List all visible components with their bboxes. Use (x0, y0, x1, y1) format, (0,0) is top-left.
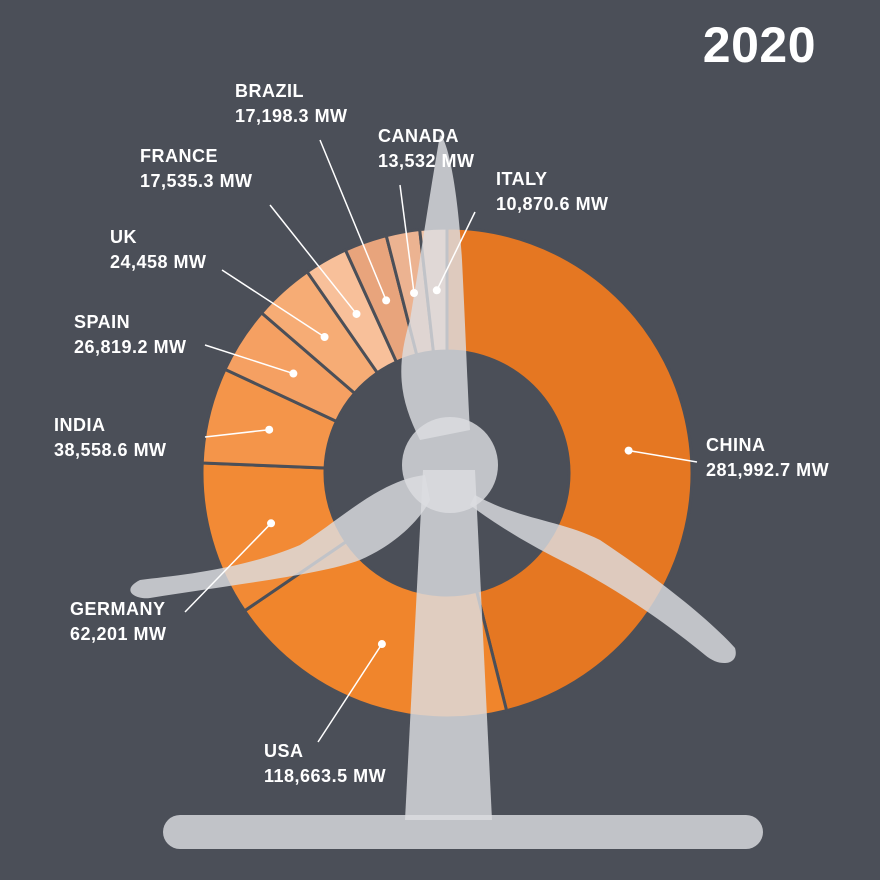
category-label: USA (264, 741, 304, 761)
value-label: 13,532 MW (378, 151, 475, 171)
category-label: CHINA (706, 435, 766, 455)
leader-dot (320, 332, 329, 341)
category-label: FRANCE (140, 146, 218, 166)
labels: CHINA 281,992.7 MW USA 118,663.5 MW GERMANY 6… (54, 81, 829, 786)
leader-dot (352, 309, 361, 318)
category-label: ITALY (496, 169, 548, 189)
leader-dot (432, 286, 441, 295)
leader-dot (382, 296, 391, 305)
value-label: 62,201 MW (70, 624, 167, 644)
category-label: UK (110, 227, 137, 247)
leader-line (399, 184, 415, 294)
leader-line (184, 522, 272, 613)
turbine-base (163, 815, 763, 849)
value-label: 10,870.6 MW (496, 194, 609, 214)
chart-title: 2020 (703, 17, 816, 73)
value-label: 118,663.5 MW (264, 766, 386, 786)
leader-line (628, 449, 698, 463)
category-label: INDIA (54, 415, 106, 435)
leader-line (436, 211, 476, 291)
category-label: SPAIN (74, 312, 130, 332)
turbine-blade (470, 495, 736, 664)
leader-line (221, 269, 325, 338)
category-label: CANADA (378, 126, 459, 146)
leader-dot (289, 369, 298, 378)
leader-dot (265, 425, 274, 434)
value-label: 17,535.3 MW (140, 171, 253, 191)
leader-line (319, 139, 387, 301)
leader-dot (624, 446, 633, 455)
leader-dot (267, 519, 276, 528)
value-label: 26,819.2 MW (74, 337, 187, 357)
turbine-tower (405, 470, 492, 820)
leader-dot (377, 640, 386, 649)
leader-line (204, 428, 270, 438)
leader-line (204, 344, 294, 375)
value-label: 281,992.7 MW (706, 460, 829, 480)
value-label: 38,558.6 MW (54, 440, 167, 460)
leader-dot (410, 288, 419, 297)
turbine-blade (130, 475, 430, 599)
category-label: GERMANY (70, 599, 166, 619)
turbine-hub (402, 417, 498, 513)
value-label: 24,458 MW (110, 252, 207, 272)
value-label: 17,198.3 MW (235, 106, 348, 126)
leader-line (269, 204, 358, 315)
leader-line (317, 643, 383, 743)
category-label: BRAZIL (235, 81, 304, 101)
